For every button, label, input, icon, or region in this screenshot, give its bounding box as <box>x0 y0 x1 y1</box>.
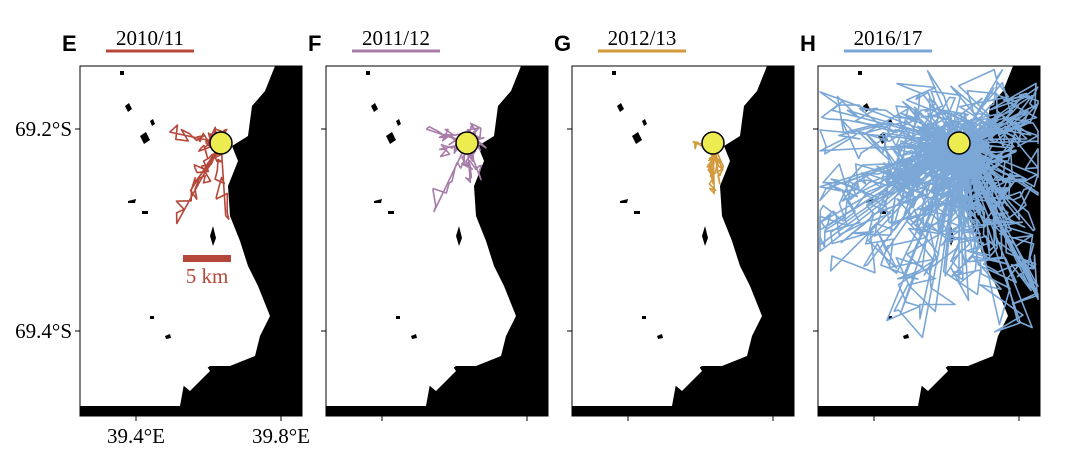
colony-marker <box>455 131 479 155</box>
x-axis-label: 39.8°E <box>252 424 310 448</box>
track <box>856 122 971 162</box>
map-panel <box>321 65 549 421</box>
colony-marker <box>701 131 725 155</box>
track <box>432 142 471 213</box>
panel-season: 2011/12 <box>362 26 430 50</box>
track <box>956 140 1039 300</box>
panel-letter: H <box>800 31 816 56</box>
track <box>820 100 960 147</box>
x-axis-label: 39.4°E <box>107 424 165 448</box>
scale-bar-label: 5 km <box>186 264 229 288</box>
y-axis-label: 69.2°S <box>15 117 72 141</box>
panels <box>75 65 1041 421</box>
track <box>819 91 960 150</box>
panel-letter: E <box>62 31 77 56</box>
track <box>942 140 982 296</box>
map-panel <box>567 65 795 421</box>
panel-season: 2012/13 <box>608 26 677 50</box>
map-panel <box>75 65 303 421</box>
scale-bar <box>183 255 231 262</box>
map-panel <box>813 65 1041 421</box>
panel-season: 2016/17 <box>854 26 923 50</box>
panel-letter: G <box>554 31 571 56</box>
panel-season: 2010/11 <box>116 26 184 50</box>
y-axis-label: 69.4°S <box>15 319 72 343</box>
track <box>213 142 230 220</box>
track <box>944 133 980 285</box>
colony-marker <box>209 131 233 155</box>
track <box>949 81 1019 144</box>
track <box>943 82 1039 150</box>
panel-letter: F <box>308 31 321 56</box>
track <box>940 136 985 281</box>
track <box>901 138 960 167</box>
track <box>930 90 977 158</box>
colony-marker <box>947 131 971 155</box>
